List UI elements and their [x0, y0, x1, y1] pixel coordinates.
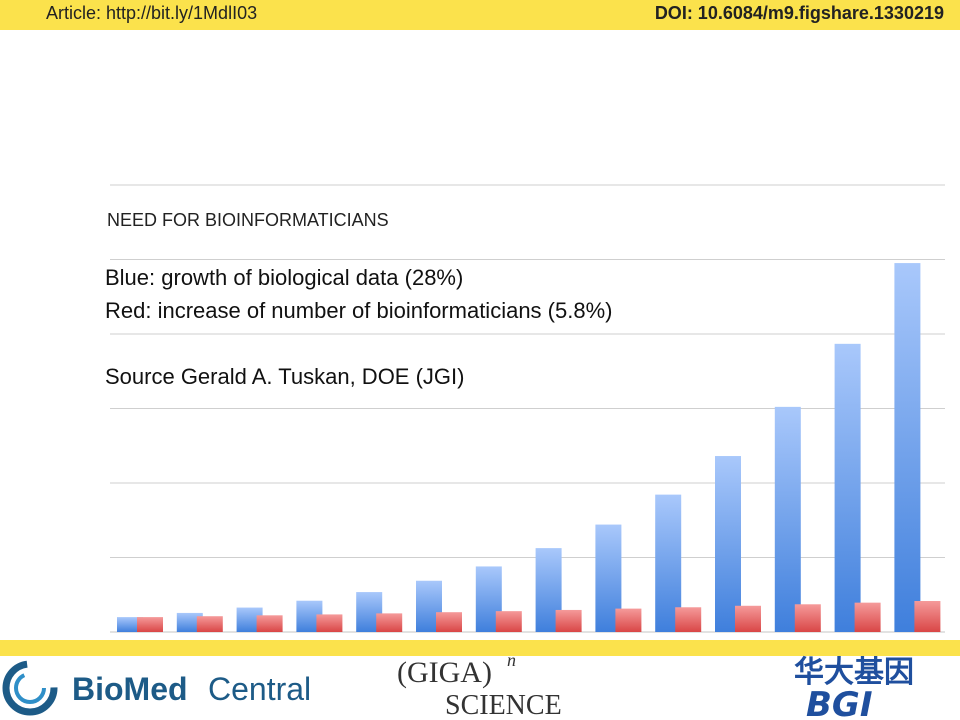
- bar-bioinformaticians: [256, 615, 283, 632]
- bars-group: [117, 263, 941, 632]
- bar-bioinformaticians: [137, 617, 163, 632]
- article-link[interactable]: Article: http://bit.ly/1MdlI03: [46, 3, 258, 23]
- annotation-source: Source Gerald A. Tuskan, DOE (JGI): [105, 364, 465, 389]
- central-text: Central: [208, 671, 311, 707]
- bottom-banner: [0, 640, 960, 656]
- giga-text: (GIGA): [397, 656, 492, 689]
- bar-biological-data: [715, 456, 741, 632]
- gigascience-logo[interactable]: (GIGA) n SCIENCE: [395, 652, 595, 718]
- bar-bioinformaticians: [735, 605, 761, 632]
- biomed-text: BioMed: [72, 671, 188, 707]
- bar-bioinformaticians: [794, 604, 821, 632]
- bar-bioinformaticians: [436, 612, 462, 632]
- chart-title: NEED FOR BIOINFORMATICIANS: [107, 210, 389, 230]
- bar-bioinformaticians: [914, 601, 941, 632]
- annotation-red: Red: increase of number of bioinformatic…: [105, 298, 613, 323]
- annotation-blue: Blue: growth of biological data (28%): [105, 265, 464, 290]
- bar-chart: [110, 184, 945, 633]
- bar-biological-data: [894, 263, 921, 632]
- bar-bioinformaticians: [675, 607, 702, 632]
- bar-biological-data: [774, 406, 801, 632]
- bgi-chinese-text: 华大基因: [794, 655, 914, 690]
- bar-bioinformaticians: [615, 608, 642, 632]
- bar-bioinformaticians: [376, 613, 403, 632]
- bar-bioinformaticians: [555, 609, 582, 632]
- biomed-central-logo[interactable]: BioMed Central: [0, 658, 320, 718]
- bar-bioinformaticians: [196, 616, 223, 632]
- bar-bioinformaticians: [316, 614, 343, 632]
- bar-biological-data: [834, 343, 861, 632]
- bar-biological-data: [176, 612, 203, 632]
- doi-label: DOI: 10.6084/m9.figshare.1330219: [654, 3, 944, 23]
- bar-bioinformaticians: [495, 611, 522, 632]
- grid-lines: [110, 184, 945, 633]
- bgi-logo[interactable]: 华大基因 BGI: [790, 654, 956, 718]
- bar-biological-data: [117, 617, 143, 632]
- top-banner: Article: http://bit.ly/1MdlI03 DOI: 10.6…: [0, 0, 960, 30]
- giga-superscript: n: [507, 652, 516, 670]
- bgi-text: BGI: [806, 685, 872, 718]
- bar-bioinformaticians: [854, 602, 881, 632]
- science-text: SCIENCE: [445, 690, 562, 718]
